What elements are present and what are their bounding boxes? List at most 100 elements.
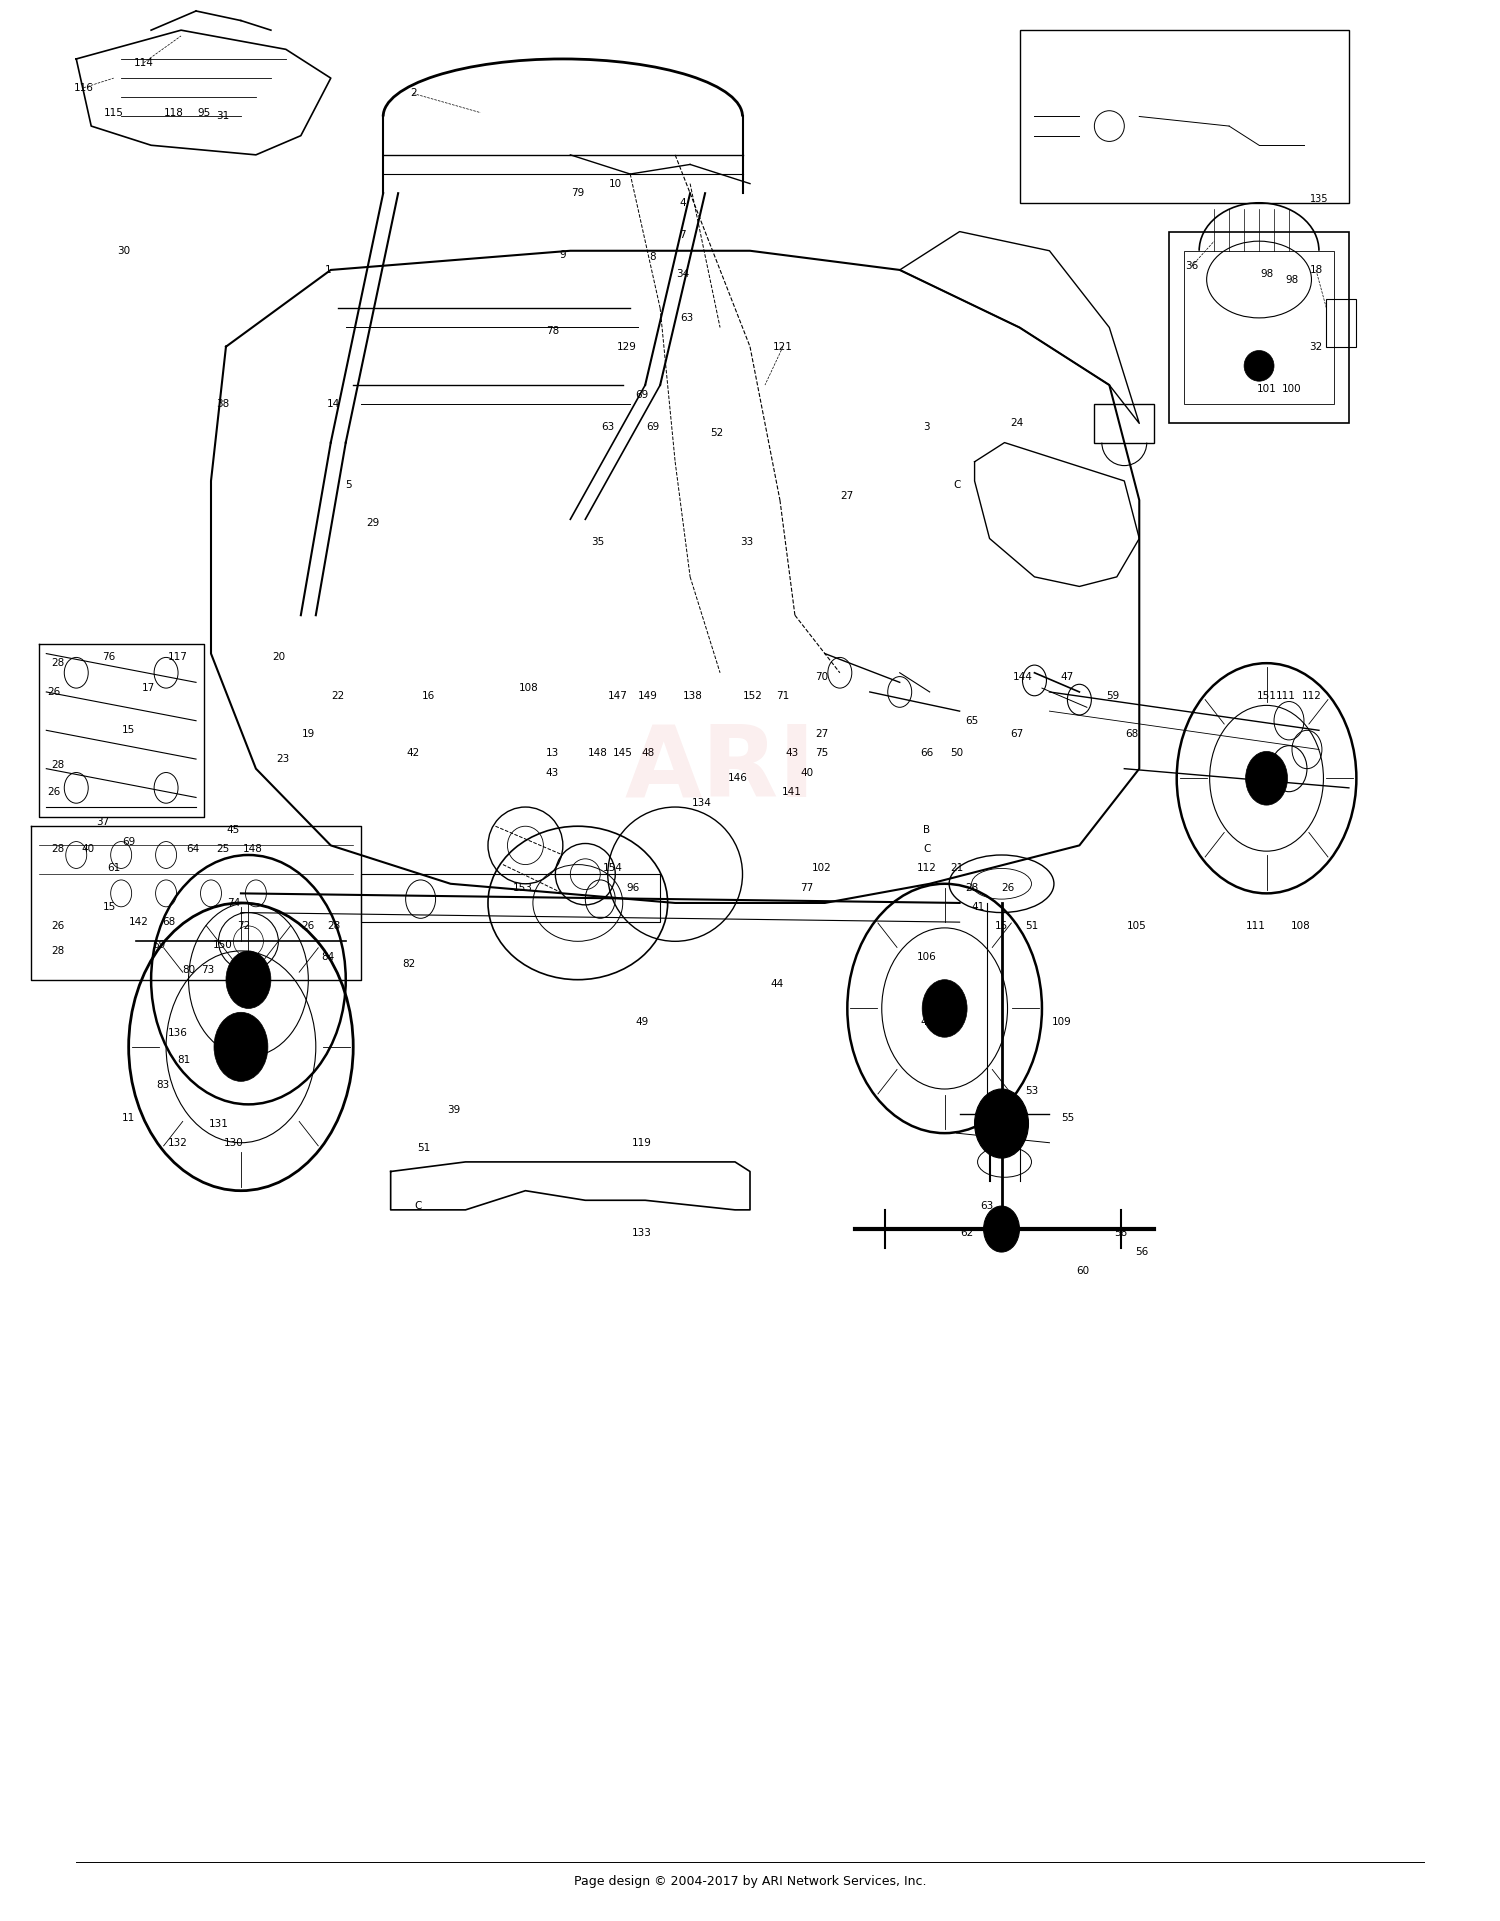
Text: 52: 52 [711,428,723,438]
Text: 56: 56 [1136,1247,1149,1256]
Text: 108: 108 [1292,920,1311,932]
Text: 117: 117 [168,653,188,663]
Text: 136: 136 [168,1028,188,1039]
Text: 14: 14 [327,400,340,409]
Text: 113: 113 [976,1118,996,1128]
Ellipse shape [214,1012,268,1082]
Text: 95: 95 [196,108,210,117]
Text: 26: 26 [46,788,60,797]
Text: 59: 59 [1106,692,1119,701]
Text: 18: 18 [1310,265,1323,275]
Text: 8: 8 [650,252,656,261]
Text: 33: 33 [741,538,753,547]
Text: 25: 25 [216,843,229,855]
Text: 26: 26 [1000,882,1014,893]
Text: 51: 51 [417,1143,430,1153]
Text: 11: 11 [122,1112,135,1122]
Text: B: B [922,824,930,836]
Text: 61: 61 [106,863,120,874]
Text: 78: 78 [546,327,560,336]
Text: 5: 5 [345,480,352,490]
Text: 65: 65 [964,717,978,726]
Text: 37: 37 [96,818,109,828]
Text: 73: 73 [201,964,214,976]
Bar [1168,232,1348,423]
Ellipse shape [922,980,968,1037]
Text: 34: 34 [676,269,688,279]
Text: 43: 43 [546,768,560,778]
Text: 76: 76 [102,653,116,663]
Text: 154: 154 [603,863,622,874]
Text: 75: 75 [815,749,828,759]
Text: 29: 29 [366,519,380,528]
Text: 144: 144 [1013,672,1032,682]
Text: 20: 20 [272,653,285,663]
Text: 9: 9 [560,250,566,259]
Text: 49: 49 [636,1016,650,1028]
Bar [1326,298,1356,346]
Text: 63: 63 [602,423,615,432]
Text: 63: 63 [980,1201,993,1210]
Text: 141: 141 [782,788,802,797]
Text: 28: 28 [51,945,64,957]
Text: 28: 28 [51,761,64,770]
Text: 134: 134 [692,799,712,809]
Text: 36: 36 [1185,261,1198,271]
Text: 31: 31 [216,111,229,121]
Text: 69: 69 [122,836,135,847]
Text: 13: 13 [546,749,560,759]
Text: ARI: ARI [624,720,816,816]
Text: 98: 98 [1286,275,1299,284]
Text: 83: 83 [156,1080,170,1091]
Text: 35: 35 [591,538,604,547]
Text: 130: 130 [224,1137,243,1147]
Text: 17: 17 [141,684,154,693]
Text: 30: 30 [117,246,130,255]
Text: 131: 131 [209,1118,228,1128]
Text: 105: 105 [1126,920,1146,932]
Text: 72: 72 [237,920,250,932]
Text: 15: 15 [994,920,1008,932]
Text: 150: 150 [213,939,232,951]
Text: 1: 1 [324,265,332,275]
Text: 114: 114 [134,58,153,67]
Text: 3: 3 [924,423,930,432]
Text: 96: 96 [627,882,640,893]
Text: 119: 119 [633,1137,652,1147]
Text: 19: 19 [302,730,315,740]
Text: 24: 24 [1010,419,1023,428]
Text: 145: 145 [614,749,633,759]
Text: 116: 116 [74,83,93,92]
Text: 71: 71 [777,692,789,701]
Text: 84: 84 [321,951,334,962]
Text: 100: 100 [1282,384,1302,394]
Text: 28: 28 [51,843,64,855]
Text: 74: 74 [226,897,240,909]
Text: 129: 129 [618,342,638,352]
Text: 68: 68 [162,916,176,928]
Text: 32: 32 [1310,342,1323,352]
Text: 26: 26 [46,688,60,697]
Text: 151: 151 [1257,692,1276,701]
Text: 47: 47 [1060,672,1074,682]
Text: 28: 28 [327,920,340,932]
Text: 28: 28 [964,882,978,893]
Text: 98: 98 [1260,269,1274,279]
Bar [360,874,660,922]
Text: Page design © 2004-2017 by ARI Network Services, Inc.: Page design © 2004-2017 by ARI Network S… [573,1875,926,1888]
Text: 68: 68 [1125,730,1138,740]
Text: 55: 55 [1060,1112,1074,1122]
Text: 21: 21 [950,863,963,874]
Text: 16: 16 [422,692,435,701]
Text: 115: 115 [104,108,123,117]
Text: 79: 79 [572,188,585,198]
Text: 42: 42 [406,749,420,759]
Text: 28: 28 [51,659,64,669]
Text: 67: 67 [1010,730,1023,740]
Text: 148: 148 [588,749,608,759]
Text: 149: 149 [639,692,658,701]
Text: 50: 50 [950,749,963,759]
Ellipse shape [1244,350,1274,380]
Text: 43: 43 [786,749,798,759]
Text: 26: 26 [302,920,315,932]
